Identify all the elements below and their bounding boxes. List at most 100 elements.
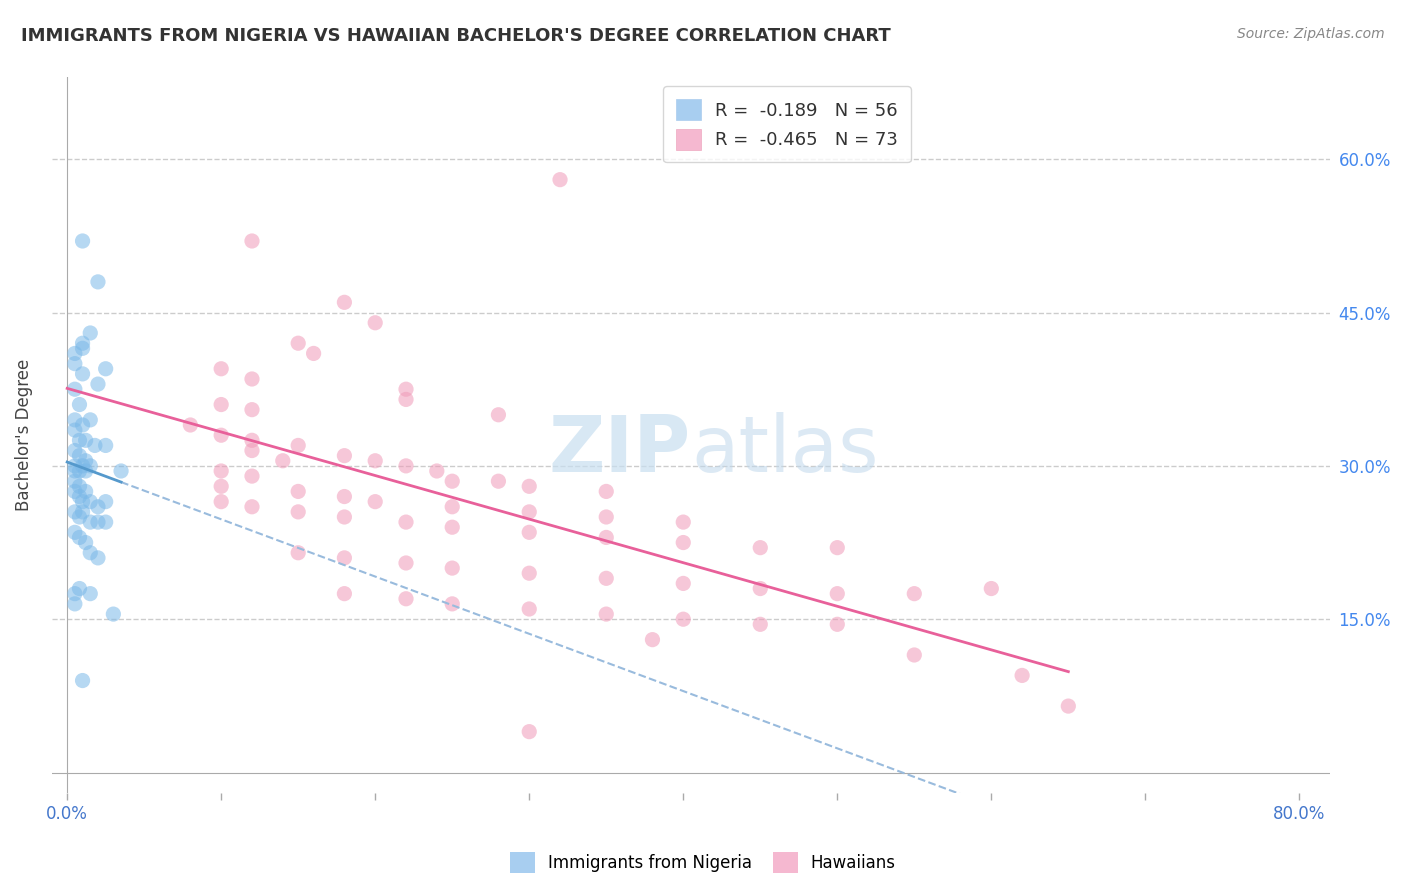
Point (486, 474, 509, 488)
Point (749, 541, 772, 555)
Point (72, 458, 94, 473)
Point (63, 382, 86, 396)
Point (240, 500, 263, 514)
Point (333, 449, 356, 463)
Point (395, 458, 418, 473)
Point (72, 417, 94, 432)
Point (69, 449, 91, 463)
Point (595, 530, 617, 544)
Point (75, 484, 97, 499)
Point (903, 648, 925, 662)
Point (94, 494, 117, 508)
Point (87, 275, 110, 289)
Point (63, 474, 86, 488)
Point (395, 382, 418, 396)
Point (79, 515, 101, 529)
Point (69, 398, 91, 412)
Point (441, 597, 464, 611)
Point (672, 576, 695, 591)
Point (302, 346, 325, 360)
Point (209, 479, 232, 493)
Point (79, 587, 101, 601)
Point (87, 550, 110, 565)
Point (69, 479, 91, 493)
Point (69, 490, 91, 504)
Point (903, 587, 925, 601)
Point (240, 443, 263, 458)
Point (69, 464, 91, 478)
Point (827, 617, 849, 632)
Point (395, 591, 418, 606)
Point (1011, 668, 1033, 682)
Point (287, 505, 309, 519)
Point (271, 454, 294, 468)
Point (94, 515, 117, 529)
Point (287, 336, 309, 351)
Point (63, 443, 86, 458)
Point (517, 566, 540, 581)
Point (69, 530, 91, 544)
Point (75, 454, 97, 468)
Point (72, 673, 94, 688)
Point (517, 724, 540, 739)
Point (395, 392, 418, 407)
Point (364, 454, 387, 468)
Point (333, 510, 356, 524)
Point (75, 464, 97, 478)
Point (486, 408, 509, 422)
Point (94, 438, 117, 452)
Text: atlas: atlas (690, 411, 879, 488)
Point (63, 357, 86, 371)
Legend: R =  -0.189   N = 56, R =  -0.465   N = 73: R = -0.189 N = 56, R = -0.465 N = 73 (662, 87, 911, 162)
Point (595, 607, 617, 621)
Point (441, 474, 464, 488)
Point (63, 413, 86, 427)
Point (240, 434, 263, 448)
Point (641, 632, 664, 647)
Point (441, 561, 464, 575)
Point (87, 500, 110, 514)
Point (63, 525, 86, 540)
Point (63, 505, 86, 519)
Point (333, 490, 356, 504)
Point (110, 464, 132, 478)
Point (333, 295, 356, 310)
Point (1057, 699, 1080, 714)
Point (75, 535, 97, 549)
Point (209, 361, 232, 376)
Point (672, 612, 695, 626)
Point (517, 505, 540, 519)
Point (595, 484, 617, 499)
Point (209, 464, 232, 478)
Point (672, 515, 695, 529)
Point (333, 550, 356, 565)
Point (364, 494, 387, 508)
Point (69, 582, 91, 596)
Point (63, 458, 86, 473)
Point (79, 494, 101, 508)
Point (517, 479, 540, 493)
Point (87, 377, 110, 392)
Point (63, 423, 86, 437)
Point (63, 597, 86, 611)
Point (69, 510, 91, 524)
Point (548, 172, 571, 186)
Point (75, 434, 97, 448)
Point (287, 438, 309, 452)
Point (72, 505, 94, 519)
Point (240, 469, 263, 483)
Point (103, 607, 125, 621)
Point (827, 541, 849, 555)
Point (209, 494, 232, 508)
Point (209, 398, 232, 412)
Point (63, 484, 86, 499)
Legend: Immigrants from Nigeria, Hawaiians: Immigrants from Nigeria, Hawaiians (503, 846, 903, 880)
Point (83, 438, 105, 452)
Point (63, 464, 86, 478)
Point (72, 494, 94, 508)
Point (287, 546, 309, 560)
Text: IMMIGRANTS FROM NIGERIA VS HAWAIIAN BACHELOR'S DEGREE CORRELATION CHART: IMMIGRANTS FROM NIGERIA VS HAWAIIAN BACH… (21, 27, 891, 45)
Point (63, 587, 86, 601)
Point (79, 546, 101, 560)
Point (79, 413, 101, 427)
